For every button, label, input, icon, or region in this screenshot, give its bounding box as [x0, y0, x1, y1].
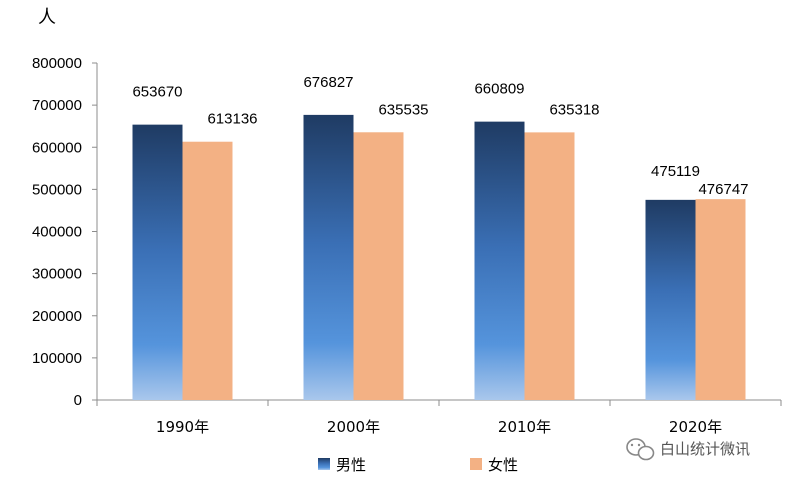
data-label-male: 475119: [651, 163, 700, 180]
data-label-male: 676827: [303, 74, 353, 91]
wechat-icon: [626, 438, 655, 461]
y-tick-label: 0: [74, 392, 82, 409]
x-tick-label: 2020年: [669, 418, 722, 436]
bar-male: [132, 124, 183, 400]
bar-female: [182, 141, 233, 400]
y-axis-unit-label: 人: [38, 7, 56, 28]
y-tick-label: 800000: [32, 55, 82, 72]
data-label-female: 613136: [207, 111, 257, 128]
bar-male: [474, 121, 525, 400]
y-tick-label: 200000: [32, 308, 82, 325]
axes: 0 100000 200000 300000 400000 500000 600000 700…: [32, 55, 782, 436]
bar-female: [695, 199, 746, 400]
watermark: 白山统计微讯: [626, 438, 750, 461]
x-tick-label: 2000年: [327, 418, 380, 436]
bars: [132, 114, 746, 400]
y-tick-label: 500000: [32, 181, 82, 198]
data-labels: 653670 613136 676827 635535 660809 635318 4751…: [132, 74, 748, 198]
bar-male: [303, 114, 354, 400]
x-tick-label: 2010年: [498, 418, 551, 436]
legend-swatch-male: [318, 458, 330, 470]
data-label-male: 660809: [474, 81, 524, 98]
bar-female: [524, 132, 575, 400]
bar-female: [353, 132, 404, 400]
data-label-female: 635535: [378, 101, 428, 118]
data-label-female: 635318: [549, 101, 599, 118]
y-tick-label: 300000: [32, 266, 82, 283]
data-label-female: 476747: [698, 181, 748, 198]
legend-swatch-female: [470, 458, 482, 470]
legend-label-male: 男性: [336, 456, 366, 474]
y-tick-label: 400000: [32, 224, 82, 241]
y-tick-label: 100000: [32, 350, 82, 367]
y-tick-label: 600000: [32, 139, 82, 156]
legend-label-female: 女性: [488, 456, 518, 474]
x-tick-label: 1990年: [156, 418, 209, 436]
watermark-text: 白山统计微讯: [660, 440, 750, 458]
y-tick-label: 700000: [32, 97, 82, 114]
legend: 男性 女性: [318, 456, 518, 474]
data-label-male: 653670: [132, 84, 182, 101]
bar-male: [645, 199, 696, 400]
